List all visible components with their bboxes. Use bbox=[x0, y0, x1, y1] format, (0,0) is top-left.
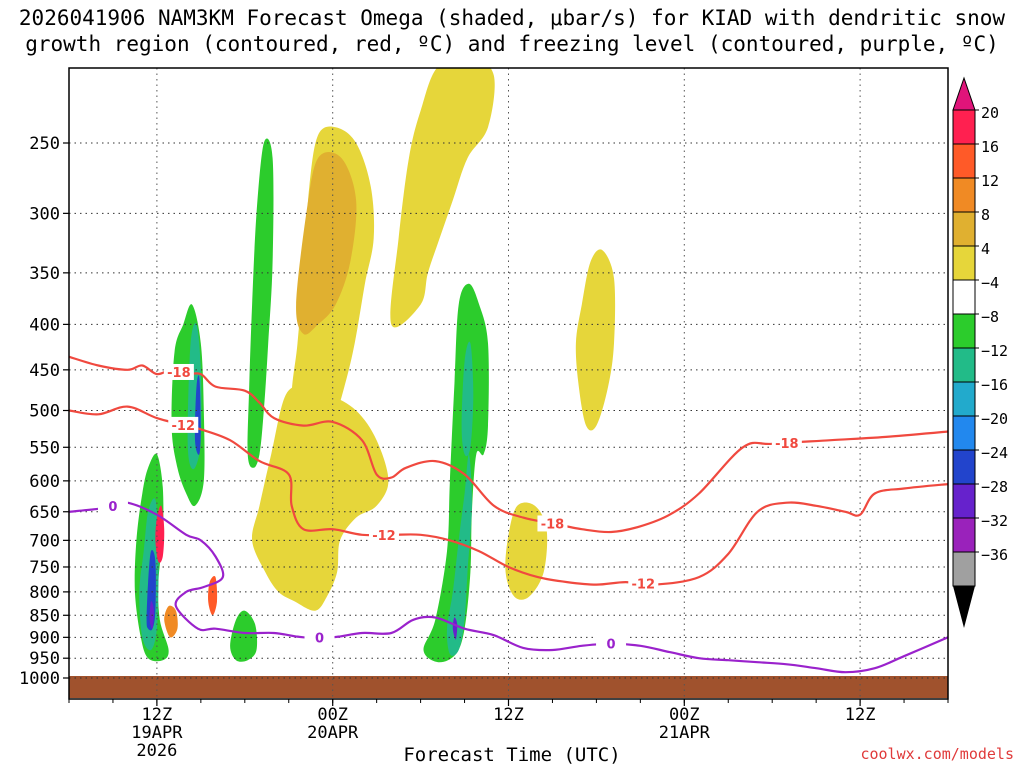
colorbar-segment-13 bbox=[952, 551, 976, 587]
colorbar-segment-11 bbox=[952, 483, 976, 519]
omega-region-yellow-top-right bbox=[390, 68, 495, 328]
x-tick-label: 20APR bbox=[307, 723, 359, 743]
colorbar: 20 16 12 8 4 −4 −8 −12 −16 −20 −24 −28 −32 −36 bbox=[952, 76, 1008, 628]
x-tick-label: 00Z bbox=[317, 705, 348, 725]
omega-region-green-250-tower bbox=[247, 138, 274, 468]
colorbar-label-8: −16 bbox=[981, 376, 1008, 394]
minus12-isotherm-label-bg bbox=[628, 575, 659, 592]
freezing-level-label-1: 0 bbox=[315, 631, 324, 646]
freezing-level-label-bg bbox=[304, 629, 335, 646]
colorbar-top-arrow bbox=[952, 76, 976, 111]
x-tick-label: 2026 bbox=[136, 741, 177, 761]
omega-region-yellow-right-blob bbox=[575, 249, 616, 431]
colorbar-label-6: −8 bbox=[981, 308, 999, 326]
colorbar-label-1: 16 bbox=[981, 138, 999, 156]
colorbar-label-4: 4 bbox=[981, 240, 990, 258]
minus18-isotherm-label-bg bbox=[771, 434, 802, 451]
minus18-isotherm-label-bg bbox=[537, 515, 568, 532]
colorbar-label-12: −32 bbox=[981, 512, 1008, 530]
chart-title-line-1: 2026041906 NAM3KM Forecast Omega (shaded… bbox=[18, 6, 1006, 30]
colorbar-segment-3 bbox=[952, 211, 976, 247]
minus12-isotherm-label-bg bbox=[168, 416, 199, 433]
colorbar-bottom-arrow bbox=[953, 586, 975, 628]
y-tick-label-650: 650 bbox=[29, 503, 60, 523]
omega-region-orange-left-lower bbox=[164, 605, 178, 638]
colorbar-label-13: −36 bbox=[981, 546, 1008, 564]
y-tick-label-300: 300 bbox=[29, 204, 60, 224]
omega-region-green-900 bbox=[230, 610, 258, 662]
colorbar-label-3: 8 bbox=[981, 206, 990, 224]
colorbar-segment-9 bbox=[952, 415, 976, 451]
y-tick-label-400: 400 bbox=[29, 315, 60, 335]
x-tick-label: 19APR bbox=[131, 723, 183, 743]
colorbar-label-5: −4 bbox=[981, 274, 999, 292]
y-tick-label-700: 700 bbox=[29, 531, 60, 551]
minus12-isotherm-label-bg bbox=[368, 526, 399, 543]
x-tick-label: 21APR bbox=[659, 723, 711, 743]
colorbar-segment-8 bbox=[952, 381, 976, 417]
colorbar-label-0: 20 bbox=[981, 104, 999, 122]
colorbar-segment-6 bbox=[952, 313, 976, 349]
colorbar-segment-1 bbox=[952, 143, 976, 179]
y-tick-label-800: 800 bbox=[29, 583, 60, 603]
omega-region-purple-right bbox=[452, 617, 458, 640]
x-tick-label: 12Z bbox=[493, 705, 524, 725]
colorbar-segment-4 bbox=[952, 245, 976, 281]
x-tick-label: 12Z bbox=[142, 705, 173, 725]
y-tick-label-850: 850 bbox=[29, 606, 60, 626]
colorbar-segment-12 bbox=[952, 517, 976, 553]
omega-shading bbox=[134, 68, 616, 663]
freezing-level-label-2: 0 bbox=[607, 638, 616, 653]
minus18-isotherm-label-2: -18 bbox=[775, 437, 799, 452]
x-tick-label: 00Z bbox=[669, 705, 700, 725]
x-tick-label: 12Z bbox=[845, 705, 876, 725]
y-tick-label-550: 550 bbox=[29, 438, 60, 458]
minus18-isotherm-label-0: -18 bbox=[167, 366, 191, 381]
y-tick-label-350: 350 bbox=[29, 264, 60, 284]
colorbar-label-2: 12 bbox=[981, 172, 999, 190]
minus18-isotherm-label-bg bbox=[163, 363, 194, 380]
omega-region-teal-right bbox=[446, 454, 472, 656]
y-tick-label-250: 250 bbox=[29, 134, 60, 154]
minus12-isotherm-label-1: -12 bbox=[372, 529, 396, 544]
colorbar-label-9: −20 bbox=[981, 410, 1008, 428]
omega-region-red-left bbox=[155, 505, 165, 563]
freezing-level-label-bg bbox=[596, 635, 627, 652]
y-tick-label-900: 900 bbox=[29, 628, 60, 648]
minus12-isotherm-line bbox=[69, 405, 948, 586]
isotherm-contours: -18 -18 -18 -12 -12 -12 0 0 0 bbox=[69, 355, 948, 674]
y-axis: 2503003504004505005506006507007508008509… bbox=[19, 134, 69, 689]
y-tick-label-500: 500 bbox=[29, 402, 60, 422]
omega-region-yellow-lower-mid bbox=[251, 386, 389, 611]
colorbar-segment-7 bbox=[952, 347, 976, 383]
colorbar-segment-0 bbox=[952, 109, 976, 145]
x-axis-title: Forecast Time (UTC) bbox=[403, 744, 621, 766]
omega-region-blue-450 bbox=[194, 375, 201, 455]
freezing-level-label-bg bbox=[97, 497, 128, 514]
y-tick-label-600: 600 bbox=[29, 472, 60, 492]
y-tick-label-950: 950 bbox=[29, 649, 60, 669]
colorbar-label-11: −28 bbox=[981, 478, 1008, 496]
freezing-level-line bbox=[69, 501, 948, 674]
minus12-isotherm-label-0: -12 bbox=[172, 419, 196, 434]
chart-title-line-2: growth region (contoured, red, ºC) and f… bbox=[25, 32, 999, 56]
colorbar-segment-10 bbox=[952, 449, 976, 485]
terrain-strip bbox=[69, 676, 948, 698]
omega-region-orange-mid bbox=[296, 151, 357, 335]
y-tick-label-1000: 1000 bbox=[19, 669, 60, 689]
credit-text: coolwx.com/models bbox=[860, 745, 1014, 763]
y-tick-label-750: 750 bbox=[29, 558, 60, 578]
y-tick-label-450: 450 bbox=[29, 361, 60, 381]
colorbar-label-7: −12 bbox=[981, 342, 1008, 360]
colorbar-segment-5 bbox=[952, 279, 976, 315]
colorbar-label-10: −24 bbox=[981, 444, 1008, 462]
colorbar-segment-2 bbox=[952, 177, 976, 213]
minus12-isotherm-label-2: -12 bbox=[632, 578, 656, 593]
minus18-isotherm-label-1: -18 bbox=[541, 517, 565, 532]
omega-region-teal-right-upper bbox=[461, 341, 474, 457]
omega-region-yellow-850-blob bbox=[505, 502, 548, 600]
freezing-level-label-0: 0 bbox=[108, 500, 117, 515]
